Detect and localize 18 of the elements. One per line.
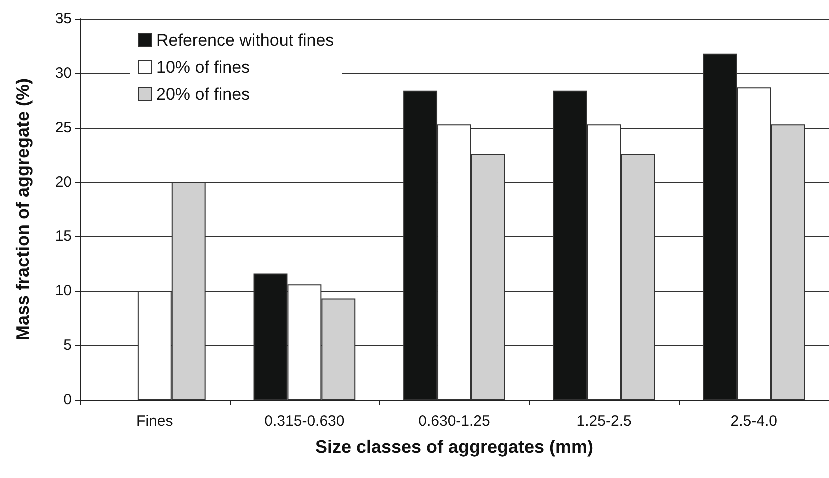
y-tick-label: 10 [55,282,72,300]
y-axis-title: Mass fraction of aggregate (%) [13,78,33,341]
y-tick-label: 0 [64,392,72,408]
x-tick-label: 2.5-4.0 [730,413,778,430]
y-tick-label: 25 [55,119,72,136]
legend-label: 20% of fines [156,85,250,104]
x-tick-label: 0.630-1.25 [418,413,490,430]
x-axis-title: Size classes of aggregates (mm) [315,437,594,457]
x-tick-label: 0.315-0.630 [264,413,345,430]
y-tick-label: 20 [55,174,72,191]
x-tick-label: Fines [136,413,174,430]
y-tick-label: 15 [55,228,72,246]
y-tick-label: 35 [55,10,72,28]
legend-label: Reference without fines [156,31,334,50]
y-tick-label: 5 [64,337,72,354]
y-tick-label: 30 [55,64,72,82]
x-tick-label: 1.25-2.5 [576,413,632,430]
legend-label: 10% of fines [156,58,250,77]
